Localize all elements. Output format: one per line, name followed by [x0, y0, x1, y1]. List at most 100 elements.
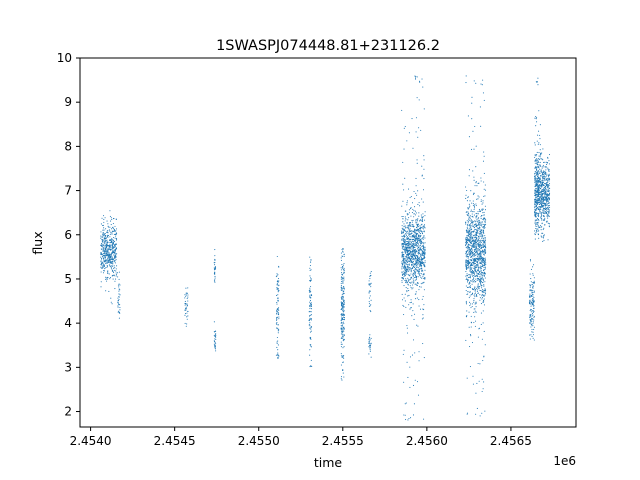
data-point	[406, 202, 408, 204]
data-point	[529, 284, 531, 286]
data-point	[115, 243, 117, 245]
data-point	[422, 295, 424, 298]
data-point	[107, 230, 109, 232]
data-point	[483, 295, 485, 297]
data-point	[473, 294, 475, 296]
data-point	[538, 189, 541, 191]
data-point	[477, 229, 479, 232]
data-point	[106, 266, 108, 269]
data-point	[416, 266, 418, 268]
data-point	[415, 263, 417, 265]
data-point	[473, 214, 475, 216]
data-point	[103, 256, 105, 258]
data-point	[411, 250, 413, 252]
data-point	[534, 208, 536, 210]
data-point	[475, 281, 477, 283]
data-point	[110, 268, 113, 270]
data-point	[476, 219, 478, 221]
data-point	[535, 198, 537, 201]
data-point	[472, 261, 474, 263]
data-point	[369, 344, 371, 346]
data-point	[404, 238, 406, 240]
data-point	[547, 167, 549, 169]
data-point	[408, 248, 410, 250]
data-point	[547, 176, 550, 178]
data-point	[277, 281, 279, 283]
data-point	[100, 256, 102, 258]
data-point	[416, 284, 418, 286]
data-point	[475, 182, 477, 184]
data-point	[480, 265, 482, 267]
data-point	[114, 257, 116, 259]
data-point	[529, 334, 531, 336]
data-point	[475, 306, 477, 308]
data-point	[422, 343, 424, 345]
data-point	[532, 321, 534, 323]
data-point	[470, 250, 473, 253]
data-point	[483, 99, 485, 101]
data-point	[343, 287, 345, 289]
data-point	[104, 246, 106, 248]
data-point	[545, 176, 547, 178]
data-point	[310, 259, 312, 261]
data-point	[473, 272, 475, 274]
data-point	[539, 175, 541, 177]
data-point	[471, 233, 473, 235]
data-point	[546, 163, 548, 165]
data-point	[472, 170, 474, 172]
data-point	[536, 182, 538, 184]
data-point	[465, 245, 467, 247]
data-point	[214, 264, 216, 266]
data-point	[471, 225, 473, 227]
data-point	[110, 297, 112, 299]
data-point	[535, 229, 537, 232]
data-point	[185, 309, 187, 311]
data-point	[421, 175, 423, 177]
data-point	[416, 220, 418, 222]
data-point	[310, 304, 312, 306]
data-point	[468, 229, 470, 231]
data-point	[409, 196, 411, 199]
data-point	[537, 207, 539, 209]
data-point	[403, 414, 405, 416]
data-point	[417, 394, 420, 396]
data-point	[402, 221, 404, 223]
data-point	[407, 227, 409, 229]
plot-frame	[79, 57, 577, 428]
data-point	[403, 381, 405, 383]
data-point	[113, 241, 116, 243]
data-point	[343, 272, 345, 274]
data-point	[113, 228, 115, 230]
data-point	[478, 288, 480, 290]
data-point	[468, 297, 470, 299]
data-point	[410, 417, 412, 419]
data-point	[406, 332, 409, 334]
data-point	[465, 262, 467, 264]
data-point	[475, 257, 477, 259]
data-point	[404, 125, 406, 128]
data-point	[536, 185, 538, 187]
data-point	[402, 232, 404, 234]
data-point	[184, 304, 186, 306]
data-point	[465, 315, 467, 317]
data-point	[482, 160, 485, 162]
data-point	[467, 279, 469, 281]
data-point	[536, 218, 539, 220]
data-point	[484, 189, 487, 191]
data-point	[107, 257, 109, 259]
data-point	[185, 292, 187, 294]
data-point	[481, 208, 483, 210]
data-point	[468, 216, 470, 218]
data-point	[111, 248, 113, 250]
data-point	[415, 236, 417, 238]
data-point	[370, 271, 372, 273]
data-point	[470, 222, 473, 224]
data-point	[404, 177, 406, 179]
data-point	[415, 291, 417, 293]
data-point	[340, 301, 342, 303]
data-point	[412, 235, 414, 237]
data-point	[544, 197, 546, 199]
data-point	[100, 258, 103, 260]
data-point	[473, 267, 475, 269]
data-point	[416, 324, 418, 326]
